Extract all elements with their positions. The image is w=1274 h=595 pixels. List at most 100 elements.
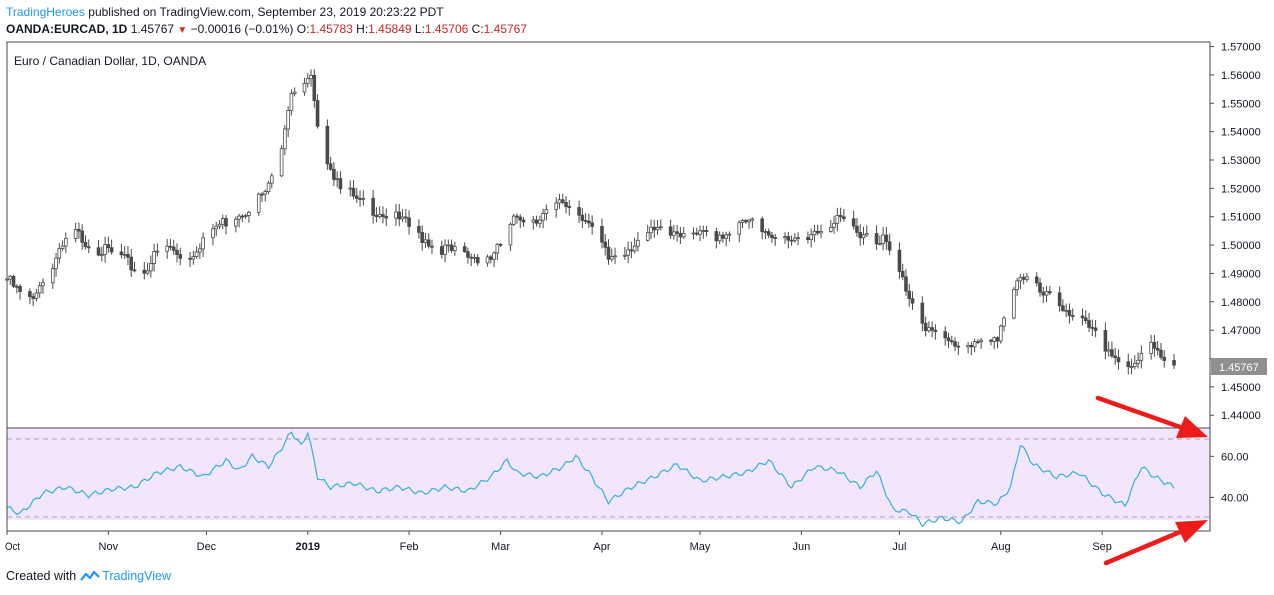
candle (1061, 299, 1065, 313)
candle (188, 252, 192, 268)
candle (1018, 273, 1023, 290)
candle (681, 227, 686, 240)
candle (260, 192, 264, 202)
tradingview-link[interactable]: TradingView (102, 569, 171, 583)
candle (155, 243, 160, 257)
candle (1106, 341, 1111, 357)
candle (910, 291, 915, 310)
price-tick-label: 1.56000 (1221, 70, 1261, 82)
candle (672, 224, 676, 240)
last-price-tag: 1.45767 (1211, 358, 1267, 375)
candle (18, 284, 22, 300)
candle (400, 209, 405, 222)
candle (743, 219, 748, 224)
candle (645, 224, 650, 242)
candle (904, 269, 908, 296)
candle (178, 247, 183, 266)
candle (8, 274, 13, 285)
candle (1067, 303, 1072, 324)
candle (1139, 345, 1144, 369)
candle (198, 243, 202, 259)
candle (1093, 320, 1098, 338)
candle (606, 239, 611, 265)
candle (73, 222, 78, 243)
candle (338, 171, 343, 194)
candle (384, 208, 389, 227)
rsi-axis[interactable]: 60.00 40.00 (1210, 451, 1249, 504)
price-tick-label: 1.53000 (1221, 155, 1261, 167)
candle (495, 242, 500, 261)
candle (678, 226, 683, 244)
candle (727, 231, 732, 242)
candle (1038, 277, 1042, 297)
red-arrow-upper (1095, 395, 1208, 438)
candle (1083, 310, 1088, 324)
candle (763, 228, 768, 240)
candle (168, 238, 173, 251)
candle (263, 189, 268, 202)
candle (489, 254, 493, 264)
candle (956, 341, 961, 356)
high-value: 1.45849 (368, 22, 412, 36)
time-tick-label: Feb (400, 541, 419, 553)
price-axis[interactable]: 1.57000 1.56000 1.55000 1.54000 1.53000 1.520… (1210, 42, 1261, 423)
candle (786, 231, 791, 249)
candle (11, 274, 16, 289)
candle (629, 241, 634, 259)
price-tick-label: 1.52000 (1221, 183, 1261, 195)
candle (126, 246, 130, 266)
candle (498, 243, 503, 248)
candle (923, 316, 928, 337)
candle (328, 156, 333, 171)
candle (309, 69, 313, 87)
candle (538, 215, 542, 228)
candle (243, 213, 248, 219)
candle (361, 190, 366, 206)
ohlc-legend: OANDA:EURCAD, 1D 1.45767 ▼ −0.00016 (−0.… (6, 22, 527, 36)
candle (577, 200, 581, 223)
candle (920, 296, 925, 332)
price-tick-label: 1.47000 (1221, 325, 1261, 337)
candle (943, 326, 948, 346)
time-tick-label: Mar (491, 541, 510, 553)
candle (96, 240, 101, 257)
candle (828, 219, 833, 233)
candle (979, 337, 983, 349)
candle (766, 228, 771, 239)
down-arrow-icon: ▼ (177, 25, 188, 36)
time-axis[interactable]: Oct Nov Dec 2019 Feb Mar Apr May Jun Jul Aug Sep (5, 531, 1112, 553)
candle (194, 246, 199, 259)
candle (283, 125, 287, 156)
open-label: O: (296, 22, 310, 36)
candle (521, 216, 526, 227)
candle (269, 173, 274, 189)
candle (348, 180, 353, 197)
candle (675, 225, 679, 242)
red-arrow-lower (1103, 520, 1208, 566)
price-tick-label: 1.50000 (1221, 240, 1261, 252)
candle (652, 219, 657, 238)
candle (587, 213, 591, 228)
open-value: 1.45783 (309, 22, 353, 36)
candle (927, 321, 931, 333)
candle (855, 218, 859, 237)
candle (466, 247, 470, 264)
candle (191, 250, 196, 265)
publisher-name[interactable]: TradingHeroes (6, 5, 85, 19)
candle (544, 204, 549, 221)
candle (966, 341, 970, 354)
candle (122, 246, 127, 259)
candle (1162, 350, 1167, 368)
candle (649, 219, 653, 240)
candle (949, 335, 954, 345)
candle (1025, 272, 1029, 283)
candle (426, 233, 431, 249)
rsi-line (6, 431, 1175, 528)
candle (992, 336, 997, 350)
candlestick-series (5, 69, 1176, 375)
candle (1080, 308, 1085, 326)
candle (998, 324, 1003, 344)
candle (374, 207, 379, 223)
candle (1021, 273, 1026, 285)
